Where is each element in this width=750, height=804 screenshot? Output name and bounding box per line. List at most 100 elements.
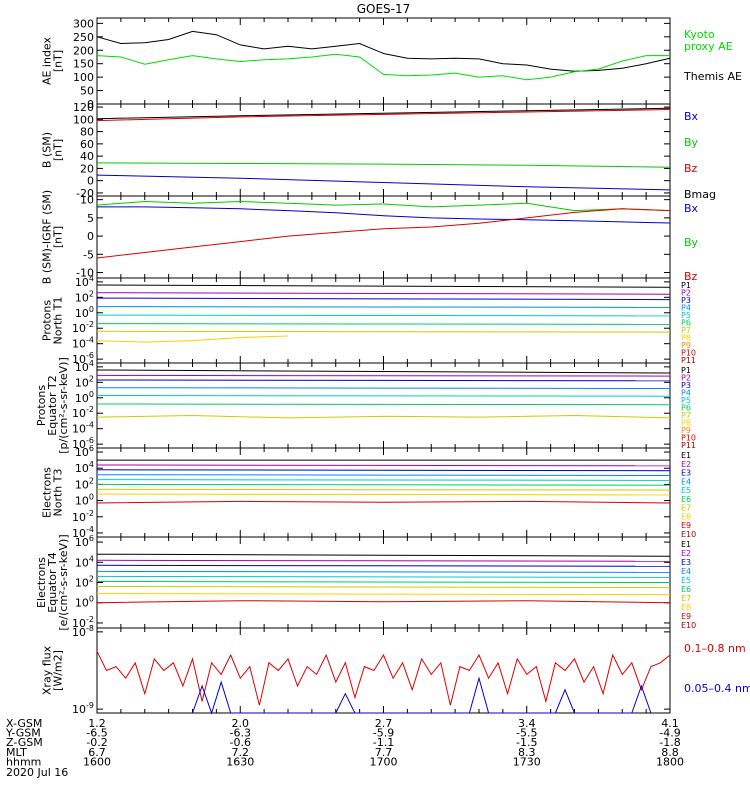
legend-label-protons_t1: P1 (681, 281, 691, 290)
legend-label-protons_t1: P10 (681, 349, 696, 358)
legend-label-ae: Themis AE (683, 70, 742, 83)
y-tick-label-protons_t1: 100 (75, 305, 94, 320)
footer-value: 1730 (513, 755, 541, 768)
footer-value: 1700 (370, 755, 398, 768)
y-tick-label-protons_t1: 10-4 (72, 336, 94, 351)
y-tick-label-electrons_t3: 10-2 (72, 509, 94, 524)
legend-label-electrons_t3: E7 (681, 504, 691, 513)
series-line-electrons_t4-E8 (96, 593, 671, 596)
series-line-protons_t1-P3 (96, 297, 671, 301)
footer-value: 1600 (83, 755, 111, 768)
y-tick-label-protons_t2: 104 (75, 359, 94, 374)
legend-label-protons_t2: P8 (681, 419, 691, 428)
y-tick-label-protons_t1: 10-2 (72, 320, 94, 335)
legend-label-protons_t1: P3 (681, 296, 691, 305)
series-line-protons_t1-P2 (96, 292, 671, 295)
legend-label-electrons_t3: E6 (681, 495, 691, 504)
y-tick-label-electrons_t4: 104 (75, 554, 94, 569)
y-tick-label-electrons_t3: 100 (75, 493, 94, 508)
y-tick-label-bsm: 80 (80, 126, 94, 139)
legend-label-bsm: By (684, 136, 699, 149)
series-line-bsm-Bx (96, 174, 671, 191)
y-tick-label-xray: 10-9 (72, 701, 94, 716)
series-line-protons_t1-P8 (96, 335, 289, 343)
legend-label-electrons_t4: E3 (681, 558, 691, 567)
series-line-electrons_t3-E2 (96, 464, 671, 467)
series-line-protons_t1-P4 (96, 306, 671, 308)
y-axis-label-xray: [W/m2] (52, 650, 65, 691)
legend-label-ae: proxy AE (684, 40, 733, 53)
legend-label-bsm: Bz (684, 162, 698, 175)
footer-value: -1.1 (373, 736, 394, 749)
footer-value: 8.3 (518, 746, 536, 759)
legend-label-bigrf: Bz (684, 270, 698, 283)
legend-label-protons_t1: P2 (681, 289, 691, 298)
chart-title: GOES-17 (357, 2, 411, 16)
y-tick-label-ae: 300 (73, 17, 94, 30)
footer-row-label: hhmm (6, 755, 41, 768)
series-line-protons_t2-P1 (96, 369, 671, 374)
legend-label-protons_t2: P3 (681, 381, 691, 390)
series-line-xray-0.1–0.8 nm (96, 650, 671, 706)
footer-value: 3.4 (518, 717, 536, 730)
series-line-electrons_t4-E7 (96, 586, 671, 589)
series-line-protons_t1-P6 (96, 323, 671, 325)
y-tick-label-protons_t2: 10-4 (72, 421, 94, 436)
legend-label-protons_t2: P2 (681, 374, 691, 383)
legend-label-electrons_t3: E4 (681, 477, 691, 486)
y-axis-label-ae: [nT] (52, 50, 65, 72)
footer-row-label: Z-GSM (6, 736, 43, 749)
y-axis-label-protons_t1: North T1 (52, 297, 65, 345)
series-line-electrons_t3-E8 (96, 493, 671, 496)
y-tick-label-protons_t2: 10-2 (72, 405, 94, 420)
y-axis-label-protons_t2: [p/(cm²-s-sr-keV)] (57, 357, 70, 454)
legend-label-protons_t1: P11 (681, 356, 696, 365)
y-tick-label-xray: 10-8 (72, 624, 94, 639)
y-tick-label-protons_t2: 100 (75, 390, 94, 405)
legend-label-protons_t1: P5 (681, 311, 691, 320)
legend-label-protons_t1: P4 (681, 304, 691, 313)
series-line-electrons_t3-E6 (96, 483, 671, 486)
y-tick-label-electrons_t4: 102 (75, 575, 94, 590)
y-tick-label-electrons_t3: 102 (75, 476, 94, 491)
legend-label-xray: 0.05–0.4 nm (684, 682, 750, 695)
y-tick-label-bsm: 0 (87, 175, 94, 188)
footer-row-label: MLT (6, 746, 27, 759)
legend-label-electrons_t3: E9 (681, 521, 691, 530)
series-line-ae-Kyoto proxy AE (96, 53, 670, 81)
legend-label-protons_t1: P7 (681, 326, 691, 335)
y-tick-label-bsm: 20 (80, 162, 94, 175)
legend-label-protons_t2: P10 (681, 434, 696, 443)
y-axis-label-electrons_t4: Electrons (35, 557, 48, 608)
y-tick-label-bsm: 120 (73, 101, 94, 114)
legend-label-bigrf: Bx (684, 202, 699, 215)
footer-value: 4.1 (661, 717, 679, 730)
y-tick-label-bsm: 40 (80, 150, 94, 163)
y-axis-label-bsm: [nT] (52, 139, 65, 161)
series-line-protons_t2-P4 (96, 387, 671, 389)
series-line-ae-Themis AE (96, 30, 671, 72)
series-line-protons_t2-P3 (96, 379, 671, 382)
y-tick-label-bsm: -20 (76, 187, 94, 200)
series-line-bigrf-Bz (96, 208, 671, 259)
series-line-bsm-By (96, 162, 671, 168)
series-line-protons_t2-P5 (96, 395, 671, 397)
footer-value: 2.0 (232, 717, 250, 730)
footer-value: 1630 (226, 755, 254, 768)
legend-label-electrons_t3: E3 (681, 469, 691, 478)
y-axis-label-protons_t2: Protons (35, 385, 48, 426)
y-tick-label-bsm: 60 (80, 138, 94, 151)
panel-frame-ae (96, 17, 671, 105)
footer-value: 7.2 (232, 746, 250, 759)
legend-label-electrons_t3: E1 (681, 451, 691, 460)
legend-label-electrons_t4: E5 (681, 576, 691, 585)
series-line-electrons_t4-E6 (96, 581, 671, 583)
legend-label-electrons_t4: E2 (681, 549, 691, 558)
y-tick-label-bigrf: -10 (76, 267, 94, 280)
series-line-electrons_t3-E3 (96, 469, 671, 472)
y-axis-label-xray: Xray flux (41, 645, 54, 695)
series-line-electrons_t4-E2 (96, 559, 671, 562)
y-axis-label-protons_t2: Equator T2 (46, 375, 59, 435)
legend-label-electrons_t3: E10 (681, 530, 696, 539)
